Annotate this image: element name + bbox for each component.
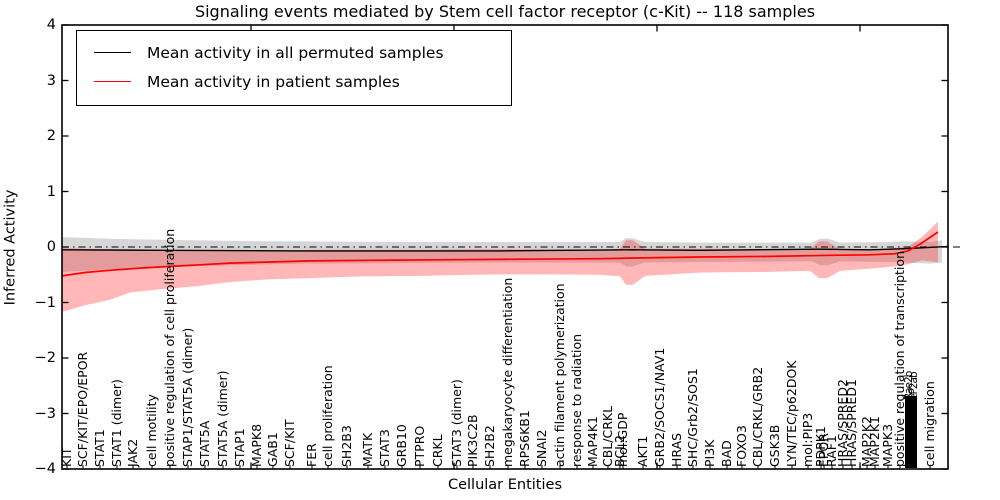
x-tick-label: cell migration bbox=[922, 381, 937, 467]
x-tick-label: positive regulation of cell proliferatio… bbox=[162, 228, 177, 467]
x-tick-label: LYN/TEC/p62DOK bbox=[784, 360, 799, 467]
legend: Mean activity in all permuted samples Me… bbox=[76, 30, 512, 106]
legend-label-permuted: Mean activity in all permuted samples bbox=[147, 43, 444, 62]
legend-line-red bbox=[94, 81, 131, 82]
patient-band bbox=[62, 221, 938, 312]
x-tick-label: STAT5A bbox=[197, 420, 212, 467]
x-tick-label: cell proliferation bbox=[320, 365, 335, 467]
permuted-band bbox=[62, 237, 942, 272]
permuted-mean-line bbox=[61, 245, 949, 252]
y-tick-label: 3 bbox=[46, 72, 56, 89]
overlapping-labels-fragment: eP2ab bbox=[908, 372, 920, 400]
x-tick-label: RPS6KB1 bbox=[517, 410, 532, 467]
legend-line-black bbox=[94, 52, 131, 53]
y-tick-label: −1 bbox=[34, 294, 56, 311]
y-tick-label: −2 bbox=[34, 350, 56, 366]
legend-label-patient: Mean activity in patient samples bbox=[147, 72, 400, 91]
x-tick-label: CBL/CRKL/GRB2 bbox=[750, 366, 765, 467]
x-tick-label: AKT1 bbox=[635, 435, 650, 467]
x-tick-label: STAT1 bbox=[92, 429, 107, 467]
x-tick-label: PI3K bbox=[702, 439, 717, 467]
x-tick-label: STAT3 bbox=[377, 429, 392, 467]
x-tick-label: MATK bbox=[360, 432, 375, 467]
x-axis-label: Cellular Entities bbox=[447, 477, 563, 493]
x-tick-label: GRB10 bbox=[394, 424, 409, 467]
x-tick-label: response to radiation bbox=[569, 333, 584, 467]
x-tick-label: megakaryocyte differentiation bbox=[500, 277, 515, 467]
x-tick-label: cell motility bbox=[144, 394, 159, 467]
x-tick-label: FOXO3 bbox=[734, 425, 749, 467]
chart-title: Signaling events mediated by Stem cell f… bbox=[194, 2, 816, 21]
x-tick-label: actin filament polymerization bbox=[552, 283, 567, 467]
x-tick-label: SH2B2 bbox=[482, 425, 497, 467]
x-tick-label: GRB2/SOCS1/NAV1 bbox=[652, 347, 667, 467]
overlapping-labels-blob bbox=[905, 396, 917, 468]
x-tick-label: SNAI2 bbox=[534, 429, 549, 467]
y-tick-label: 0 bbox=[46, 239, 56, 255]
x-tick-label: STAP1 bbox=[232, 428, 247, 467]
legend-item-patient: Mean activity in patient samples bbox=[77, 67, 511, 96]
x-tick-label: BAD bbox=[719, 440, 734, 467]
x-tick-label: STAT3 (dimer) bbox=[449, 379, 464, 467]
x-tick-label: HRAS bbox=[669, 432, 684, 467]
x-tick-label: KIT bbox=[59, 447, 74, 467]
patient-mean-line bbox=[61, 231, 939, 277]
x-tick-label: GSK3B bbox=[767, 424, 782, 467]
x-tick-label: PIK3C2B bbox=[465, 414, 480, 467]
x-tick-label: PTPRO bbox=[412, 425, 427, 467]
x-tick-label: SHC/Grb2/SOS1 bbox=[685, 368, 700, 467]
y-tick-label: 4 bbox=[46, 17, 56, 33]
x-tick-label: HRAS/SPRED1 bbox=[844, 379, 859, 467]
x-tick-label: JAK2 bbox=[125, 438, 140, 467]
x-tick-label: CRKL bbox=[430, 434, 445, 467]
y-tick-label: −3 bbox=[34, 405, 56, 422]
x-tick-label: GAB1 bbox=[265, 432, 280, 467]
x-tick-label: MAPK8 bbox=[249, 423, 264, 467]
legend-item-permuted: Mean activity in all permuted samples bbox=[77, 38, 511, 67]
x-tick-label: SCF/KIT/EPO/EPOR bbox=[75, 351, 90, 467]
x-tick-label: SH2B3 bbox=[339, 425, 354, 467]
x-tick-label: STAP1/STAT5A (dimer) bbox=[180, 327, 195, 467]
x-tick-label: mol:GDP bbox=[615, 412, 630, 467]
x-tick-label: STAT1 (dimer) bbox=[109, 379, 124, 467]
y-tick-label: −4 bbox=[34, 461, 56, 477]
y-tick-label: 2 bbox=[46, 128, 56, 144]
x-tick-label: SCF/KIT bbox=[282, 419, 297, 467]
y-tick-label: 1 bbox=[46, 183, 56, 200]
x-tick-label: STAT5A (dimer) bbox=[215, 370, 230, 467]
x-tick-label: FER bbox=[304, 443, 319, 467]
x-tick-label: MAP4K1 bbox=[585, 416, 600, 467]
